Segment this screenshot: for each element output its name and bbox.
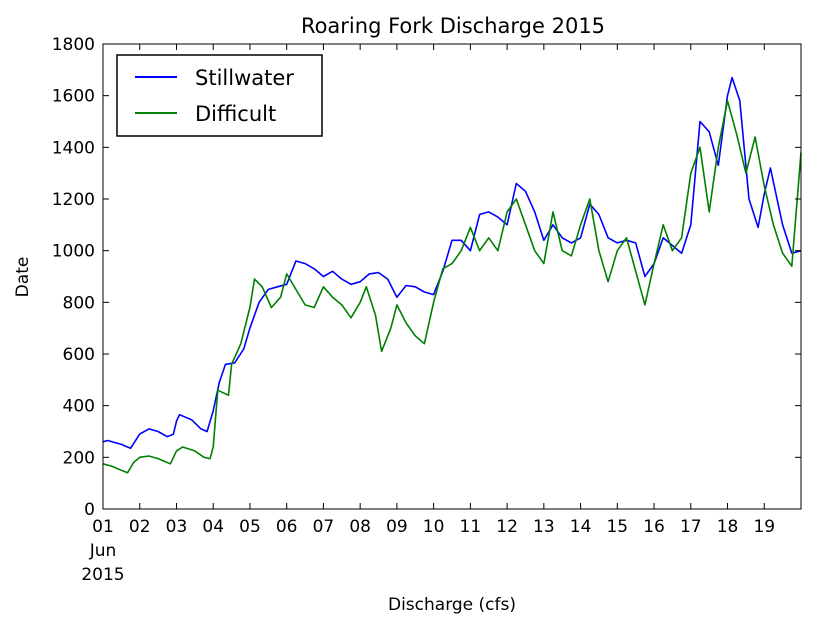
x-tick-label: 12 (496, 517, 518, 537)
x-month-label: Jun (89, 541, 117, 561)
chart-title: Roaring Fork Discharge 2015 (301, 14, 605, 38)
y-tick-label: 400 (63, 397, 95, 417)
y-tick-label: 1400 (52, 138, 95, 158)
y-tick-label: 1200 (52, 190, 95, 210)
legend-label-stillwater: Stillwater (195, 66, 294, 90)
x-tick-label: 06 (276, 517, 298, 537)
y-tick-label: 200 (63, 448, 95, 468)
y-tick-label: 1600 (52, 87, 95, 107)
x-tick-label: 08 (349, 517, 371, 537)
legend-label-difficult: Difficult (195, 102, 276, 126)
y-tick-label: 1800 (52, 35, 95, 55)
x-year-label: 2015 (81, 565, 124, 585)
legend: Stillwater Difficult (116, 54, 323, 137)
y-tick-label: 800 (63, 293, 95, 313)
y-tick-label: 0 (84, 500, 95, 520)
x-tick-label: 10 (423, 517, 445, 537)
x-tick-label: 16 (643, 517, 665, 537)
x-tick-label: 11 (460, 517, 482, 537)
y-axis-title: Date (13, 257, 33, 298)
x-tick-label: 03 (166, 517, 188, 537)
x-tick-label: 17 (680, 517, 702, 537)
y-tick-label: 1000 (52, 242, 95, 262)
x-tick-label: 02 (129, 517, 151, 537)
x-tick-label: 04 (202, 517, 224, 537)
x-tick-label: 13 (533, 517, 555, 537)
x-tick-label: 05 (239, 517, 261, 537)
y-tick-label: 600 (63, 345, 95, 365)
x-tick-label: 18 (717, 517, 739, 537)
x-tick-label: 01 (92, 517, 114, 537)
x-tick-label: 09 (386, 517, 408, 537)
x-axis-title: Discharge (cfs) (388, 595, 516, 615)
x-tick-label: 14 (570, 517, 592, 537)
legend-frame (116, 54, 323, 137)
plot-frame (102, 43, 802, 510)
x-tick-label: 19 (753, 517, 775, 537)
x-tick-label: 15 (606, 517, 628, 537)
ticks-layer: 0 200 400 600 800 1000 1200 1400 1600 1800 01 02 03 0… (52, 35, 801, 537)
series-layer (102, 76, 802, 474)
series-line-difficult (102, 100, 802, 474)
x-tick-label: 07 (313, 517, 335, 537)
